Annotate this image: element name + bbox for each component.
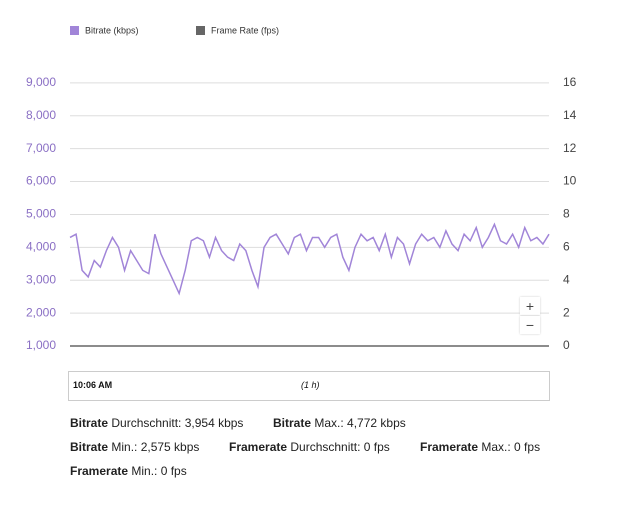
y-tick-label: 1,000 [26, 338, 56, 352]
y-tick-label: 7,000 [26, 141, 56, 155]
y2-tick-label: 8 [563, 207, 570, 221]
stat-value: Min.: 0 fps [131, 464, 187, 478]
y-tick-label: 4,000 [26, 240, 56, 254]
stat-label: Framerate [229, 440, 288, 454]
y-tick-label: 9,000 [26, 75, 56, 89]
stat-label: Bitrate [70, 416, 109, 430]
y-tick-label: 6,000 [26, 174, 56, 188]
zoom-in[interactable]: + [520, 297, 540, 315]
legend-swatch [70, 26, 79, 35]
stat: Bitrate Max.: 4,772 kbps [273, 416, 406, 430]
stat: Framerate Min.: 0 fps [70, 464, 187, 478]
stat-label: Bitrate [273, 416, 312, 430]
stat-value: Durchschnitt: 3,954 kbps [111, 416, 244, 430]
series-line [69, 222, 550, 296]
stat-label: Framerate [420, 440, 479, 454]
y-tick-label: 8,000 [26, 108, 56, 122]
stat-value: Max.: 4,772 kbps [314, 416, 406, 430]
y2-tick-label: 14 [563, 108, 577, 122]
y2-tick-label: 16 [563, 75, 577, 89]
legend-swatch [196, 26, 205, 35]
navigator-range: (1 h) [301, 380, 320, 390]
y2-tick-label: 2 [563, 305, 570, 319]
stat-value: Max.: 0 fps [481, 440, 541, 454]
y-tick-label: 2,000 [26, 305, 56, 319]
stat: Bitrate Min.: 2,575 kbps [70, 440, 199, 454]
y-tick-label: 3,000 [26, 272, 56, 286]
y2-tick-label: 12 [563, 141, 577, 155]
stat-value: Durchschnitt: 0 fps [290, 440, 390, 454]
stat: Bitrate Durchschnitt: 3,954 kbps [70, 416, 243, 430]
legend-label: Frame Rate (fps) [211, 25, 279, 35]
stat: Framerate Max.: 0 fps [420, 440, 540, 454]
legend-label: Bitrate (kbps) [85, 25, 139, 35]
navigator[interactable]: 10:06 AM (1 h) [68, 371, 550, 401]
y2-tick-label: 6 [563, 240, 570, 254]
y-tick-label: 5,000 [26, 207, 56, 221]
navigator-start: 10:06 AM [73, 380, 113, 390]
stat-label: Bitrate [70, 440, 109, 454]
y2-tick-label: 10 [563, 174, 577, 188]
zoom-out[interactable]: − [520, 316, 540, 334]
stat-label: Framerate [70, 464, 129, 478]
stat-value: Min.: 2,575 kbps [111, 440, 200, 454]
y2-tick-label: 4 [563, 272, 570, 286]
y2-tick-label: 0 [563, 338, 570, 352]
stat: Framerate Durchschnitt: 0 fps [229, 440, 390, 454]
